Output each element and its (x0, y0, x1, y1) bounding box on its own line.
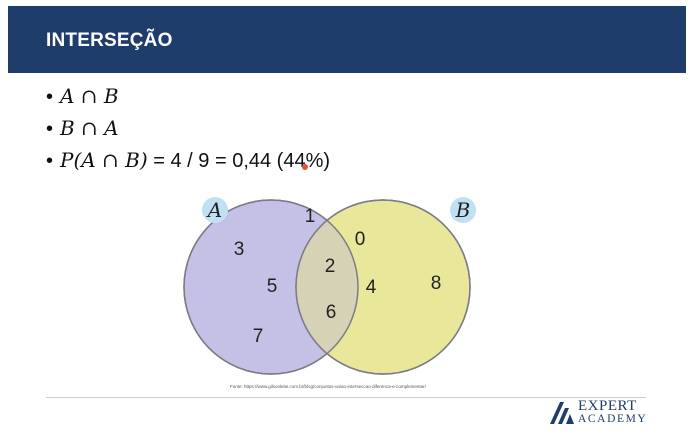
element-a-only: 1 (305, 206, 316, 227)
bullet-item: • B ∩ A (46, 112, 330, 144)
footer-divider (46, 397, 646, 398)
slide-title: INTERSEÇÃO (46, 30, 173, 51)
element-a-only: 5 (267, 276, 278, 297)
intersection-region (296, 200, 358, 374)
element-b-only: 8 (431, 273, 442, 294)
bullet-math: P(A ∩ B) (60, 148, 148, 172)
element-intersection: 0 (355, 229, 366, 250)
bullet-symbol: • (46, 150, 54, 172)
source-citation: Fonte: https://www.gilsonleite.com.br/bl… (230, 384, 426, 389)
set-a-outline (183, 199, 359, 375)
set-a-label-badge (202, 197, 228, 223)
bullet-symbol: • (46, 86, 54, 108)
logo-mark-icon (550, 402, 574, 424)
expert-academy-logo: EXPERT ACADEMY (548, 398, 658, 428)
bullet-math: A ∩ B (60, 84, 119, 108)
set-b-label: B (455, 198, 471, 222)
bullet-item: • A ∩ B (46, 80, 330, 112)
bullet-text: = 4 / 9 = 0,44 (44%) (147, 150, 331, 172)
element-intersection: 4 (366, 277, 377, 298)
bullet-math: B ∩ A (60, 116, 119, 140)
element-a-only: 7 (253, 326, 264, 347)
element-intersection: 2 (325, 256, 336, 277)
set-b-outline (295, 199, 471, 375)
logo-line-1: EXPERT (578, 398, 637, 414)
set-a-label: A (206, 198, 222, 222)
bullet-item: • P(A ∩ B) = 4 / 9 = 0,44 (44%) (46, 144, 330, 176)
bullet-list: • A ∩ B • B ∩ A • P(A ∩ B) = 4 / 9 = 0,44 (… (46, 80, 330, 176)
element-a-only: 3 (234, 239, 245, 260)
set-b-label-badge (450, 197, 476, 223)
laser-pointer-dot (302, 164, 308, 170)
bullet-symbol: • (46, 118, 54, 140)
element-intersection: 6 (326, 302, 337, 323)
logo-line-2: ACADEMY (578, 413, 648, 425)
slide-header: INTERSEÇÃO (8, 6, 686, 73)
